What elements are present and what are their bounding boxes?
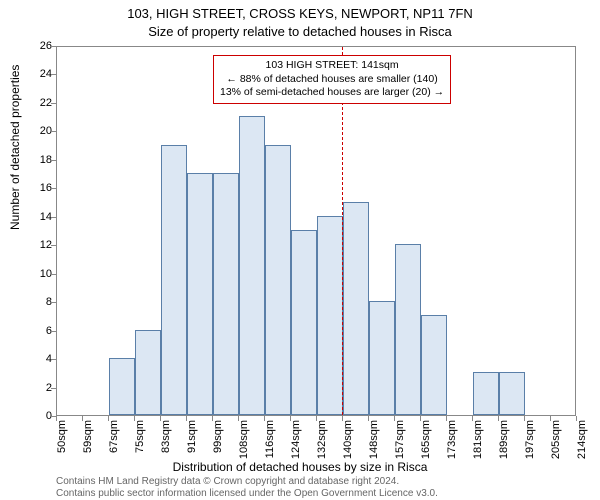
y-tick <box>51 359 56 360</box>
histogram-bar <box>343 202 369 415</box>
histogram-bar <box>395 244 421 415</box>
x-tick <box>550 416 551 421</box>
x-tick <box>238 416 239 421</box>
x-tick-label: 124sqm <box>290 420 302 460</box>
histogram-bar <box>109 358 135 415</box>
histogram-bar <box>317 216 343 415</box>
x-tick <box>524 416 525 421</box>
x-tick <box>472 416 473 421</box>
x-tick <box>342 416 343 421</box>
y-axis-label: Number of detached properties <box>8 65 22 230</box>
histogram-bar <box>187 173 213 415</box>
y-tick <box>51 46 56 47</box>
x-tick-label: 165sqm <box>420 420 432 460</box>
x-tick-label: 59sqm <box>82 420 94 460</box>
histogram-bar <box>135 330 161 415</box>
y-tick <box>51 302 56 303</box>
histogram-bar <box>161 145 187 415</box>
x-tick <box>212 416 213 421</box>
x-tick-label: 140sqm <box>342 420 354 460</box>
x-tick <box>394 416 395 421</box>
x-tick <box>316 416 317 421</box>
y-tick <box>51 103 56 104</box>
x-tick-label: 157sqm <box>394 420 406 460</box>
attribution-text: Contains HM Land Registry data © Crown c… <box>56 476 438 500</box>
chart-title-main: 103, HIGH STREET, CROSS KEYS, NEWPORT, N… <box>0 6 600 21</box>
annotation-line: ← 88% of detached houses are smaller (14… <box>220 73 444 87</box>
annotation-line: 13% of semi-detached houses are larger (… <box>220 86 444 100</box>
x-tick-label: 197sqm <box>524 420 536 460</box>
y-tick <box>51 131 56 132</box>
x-tick <box>420 416 421 421</box>
x-tick <box>368 416 369 421</box>
attribution-line2: Contains public sector information licen… <box>56 488 438 500</box>
y-tick <box>51 217 56 218</box>
x-tick <box>56 416 57 421</box>
x-tick <box>264 416 265 421</box>
annotation-line: 103 HIGH STREET: 141sqm <box>220 59 444 73</box>
x-axis-label: Distribution of detached houses by size … <box>0 460 600 474</box>
histogram-bar <box>239 116 265 415</box>
y-tick <box>51 331 56 332</box>
y-tick <box>51 245 56 246</box>
x-tick <box>134 416 135 421</box>
histogram-bar <box>291 230 317 415</box>
y-tick <box>51 388 56 389</box>
x-tick <box>108 416 109 421</box>
plot-area: 103 HIGH STREET: 141sqm← 88% of detached… <box>56 46 576 416</box>
x-tick-label: 83sqm <box>160 420 172 460</box>
x-tick-label: 91sqm <box>186 420 198 460</box>
x-tick-label: 173sqm <box>446 420 458 460</box>
attribution-line1: Contains HM Land Registry data © Crown c… <box>56 476 438 488</box>
x-tick-label: 108sqm <box>238 420 250 460</box>
x-tick-label: 189sqm <box>498 420 510 460</box>
x-tick-label: 50sqm <box>56 420 68 460</box>
y-tick <box>51 274 56 275</box>
x-tick <box>82 416 83 421</box>
x-tick-label: 99sqm <box>212 420 224 460</box>
x-tick <box>290 416 291 421</box>
x-tick-label: 205sqm <box>550 420 562 460</box>
histogram-bar <box>213 173 239 415</box>
x-tick <box>446 416 447 421</box>
property-size-chart: 103, HIGH STREET, CROSS KEYS, NEWPORT, N… <box>0 0 600 500</box>
x-tick-label: 181sqm <box>472 420 484 460</box>
x-tick <box>186 416 187 421</box>
y-tick <box>51 74 56 75</box>
x-tick-label: 214sqm <box>576 420 588 460</box>
y-tick <box>51 188 56 189</box>
x-tick-label: 116sqm <box>264 420 276 460</box>
x-tick-label: 75sqm <box>134 420 146 460</box>
histogram-bar <box>265 145 291 415</box>
histogram-bar <box>369 301 395 415</box>
x-tick <box>498 416 499 421</box>
x-tick-label: 67sqm <box>108 420 120 460</box>
y-tick <box>51 160 56 161</box>
histogram-bar <box>473 372 499 415</box>
histogram-bar <box>421 315 447 415</box>
chart-title-sub: Size of property relative to detached ho… <box>0 24 600 39</box>
x-tick-label: 132sqm <box>316 420 328 460</box>
annotation-box: 103 HIGH STREET: 141sqm← 88% of detached… <box>213 55 451 104</box>
x-tick <box>160 416 161 421</box>
x-tick <box>576 416 577 421</box>
x-tick-label: 148sqm <box>368 420 380 460</box>
histogram-bar <box>499 372 525 415</box>
